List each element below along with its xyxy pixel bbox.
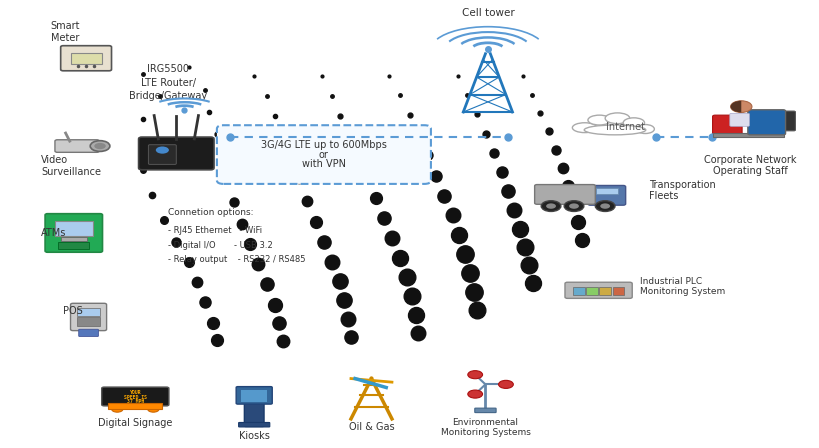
FancyBboxPatch shape — [61, 237, 87, 241]
FancyBboxPatch shape — [77, 308, 100, 316]
Text: Kiosks: Kiosks — [238, 431, 269, 441]
Circle shape — [600, 203, 609, 209]
FancyBboxPatch shape — [729, 113, 749, 126]
FancyBboxPatch shape — [138, 137, 214, 170]
FancyBboxPatch shape — [70, 53, 102, 64]
FancyBboxPatch shape — [148, 145, 176, 164]
Circle shape — [147, 406, 159, 412]
FancyBboxPatch shape — [586, 287, 597, 295]
FancyBboxPatch shape — [77, 317, 100, 326]
FancyBboxPatch shape — [61, 46, 111, 71]
Circle shape — [568, 203, 578, 209]
FancyBboxPatch shape — [712, 133, 783, 137]
Ellipse shape — [622, 118, 644, 128]
FancyBboxPatch shape — [572, 287, 584, 295]
Text: Industrial PLC
Monitoring System: Industrial PLC Monitoring System — [639, 277, 724, 297]
Circle shape — [498, 380, 513, 388]
Text: Corporate Network
Operating Staff: Corporate Network Operating Staff — [704, 155, 795, 176]
Ellipse shape — [604, 113, 629, 124]
Text: - Digital I/O       - USB 3.2: - Digital I/O - USB 3.2 — [168, 241, 273, 250]
FancyBboxPatch shape — [474, 408, 495, 413]
Text: Connetion options:: Connetion options: — [168, 208, 253, 217]
FancyBboxPatch shape — [55, 221, 93, 236]
FancyBboxPatch shape — [712, 115, 741, 136]
Text: Video
Surveillance: Video Surveillance — [41, 155, 101, 177]
Text: - Relay output    - RS232 / RS485: - Relay output - RS232 / RS485 — [168, 255, 305, 264]
Text: Internet: Internet — [605, 122, 645, 132]
Text: Transporation
Fleets: Transporation Fleets — [649, 180, 715, 201]
Circle shape — [90, 141, 110, 151]
FancyBboxPatch shape — [776, 111, 794, 131]
FancyBboxPatch shape — [55, 140, 99, 152]
Circle shape — [563, 201, 583, 211]
Text: or: or — [319, 150, 328, 159]
Text: ATMs: ATMs — [41, 228, 66, 238]
FancyBboxPatch shape — [241, 390, 267, 402]
Text: Oil & Gas: Oil & Gas — [348, 422, 394, 432]
Wedge shape — [730, 101, 740, 112]
Circle shape — [467, 390, 482, 398]
Circle shape — [467, 370, 482, 379]
Text: IRG5500
LTE Router/
Bridge/Gateway: IRG5500 LTE Router/ Bridge/Gateway — [129, 65, 207, 101]
Text: Digital Signage: Digital Signage — [98, 418, 172, 428]
Text: YOUR: YOUR — [129, 390, 141, 396]
FancyBboxPatch shape — [45, 214, 102, 252]
FancyBboxPatch shape — [70, 303, 106, 331]
FancyBboxPatch shape — [244, 396, 264, 426]
FancyBboxPatch shape — [612, 287, 623, 295]
FancyBboxPatch shape — [599, 287, 610, 295]
Ellipse shape — [587, 115, 610, 125]
Circle shape — [541, 201, 560, 211]
FancyBboxPatch shape — [238, 422, 269, 427]
FancyBboxPatch shape — [102, 387, 169, 406]
Circle shape — [156, 146, 169, 154]
Circle shape — [545, 203, 555, 209]
FancyBboxPatch shape — [58, 242, 89, 249]
FancyBboxPatch shape — [108, 403, 162, 409]
Text: Smart
Meter: Smart Meter — [51, 21, 80, 43]
Ellipse shape — [636, 125, 654, 134]
Text: SPEED IS: SPEED IS — [124, 395, 147, 400]
Text: 37 MPH: 37 MPH — [126, 399, 144, 405]
FancyBboxPatch shape — [587, 185, 625, 205]
Text: POS: POS — [63, 306, 83, 316]
Circle shape — [730, 101, 751, 112]
FancyBboxPatch shape — [564, 282, 631, 298]
Circle shape — [111, 406, 123, 412]
FancyBboxPatch shape — [747, 110, 785, 135]
FancyBboxPatch shape — [216, 125, 431, 184]
Text: Environmental
Monitoring Systems: Environmental Monitoring Systems — [440, 418, 530, 437]
Circle shape — [94, 143, 106, 149]
Text: 3G/4G LTE up to 600Mbps: 3G/4G LTE up to 600Mbps — [260, 140, 387, 150]
FancyBboxPatch shape — [79, 329, 98, 336]
FancyBboxPatch shape — [595, 188, 618, 194]
Ellipse shape — [572, 123, 596, 133]
FancyBboxPatch shape — [534, 185, 595, 204]
FancyBboxPatch shape — [236, 387, 272, 404]
Text: - RJ45 Ethernet   - WiFi: - RJ45 Ethernet - WiFi — [168, 226, 262, 235]
Ellipse shape — [583, 125, 645, 135]
Text: with VPN: with VPN — [301, 159, 346, 169]
Text: Cell tower: Cell tower — [461, 8, 514, 18]
Circle shape — [595, 201, 614, 211]
